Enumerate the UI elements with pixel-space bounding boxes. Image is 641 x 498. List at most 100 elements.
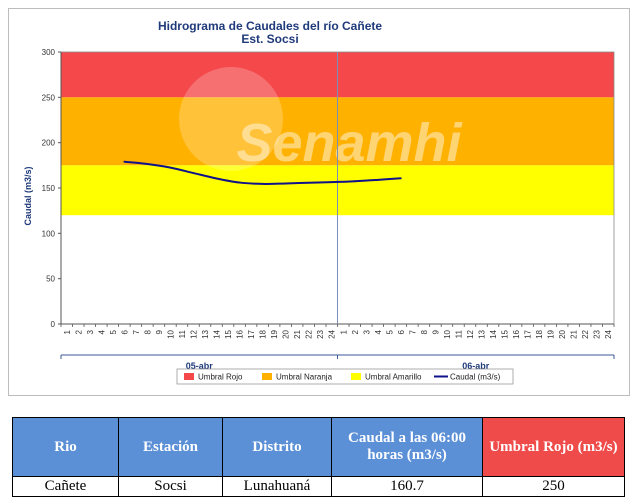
- legend-label: Caudal (m3/s): [450, 373, 501, 382]
- header-rio: Rio: [12, 417, 119, 477]
- legend-label: Umbral Rojo: [198, 373, 243, 382]
- x-tick-label: 16: [512, 329, 521, 338]
- x-tick-label: 1: [63, 329, 72, 334]
- x-tick-label: 22: [581, 329, 590, 338]
- y-tick-label: 100: [42, 229, 56, 238]
- series-point: [123, 160, 126, 163]
- header-umbral-rojo: Umbral Rojo (m3/s): [482, 417, 625, 477]
- senamhi-watermark: Senamhi: [179, 67, 463, 173]
- x-tick-label: 18: [259, 329, 268, 338]
- date-axis: 05-abr 06-abr: [60, 354, 615, 371]
- x-axis-ticks: 1 2 3 4 5 6 7 8 9 10 11 12 13 14 15 16 17 18 19 20 21 22 23 24 1…: [60, 324, 615, 339]
- y-axis-label: Caudal (m3/s): [23, 166, 33, 225]
- legend-swatch: [351, 373, 361, 380]
- x-tick-label: 4: [97, 329, 106, 334]
- legend-swatch: [262, 373, 272, 380]
- x-tick-label: 17: [524, 329, 533, 338]
- x-tick-label: 7: [408, 329, 417, 334]
- x-tick-label: 14: [213, 329, 222, 338]
- chart-subtitle: Est. Socsi: [241, 32, 298, 46]
- watermark-text: Senamhi: [236, 113, 462, 173]
- chart-panel: Hidrograma de Caudales del río Cañete Es…: [8, 8, 630, 396]
- legend-label: Umbral Naranja: [276, 373, 333, 382]
- x-tick-label: 20: [558, 329, 567, 338]
- series-point: [330, 181, 333, 184]
- x-tick-label: 14: [489, 329, 498, 338]
- date-label: 05-abr: [186, 361, 214, 371]
- y-tick-label: 50: [46, 275, 55, 284]
- x-tick-label: 8: [143, 329, 152, 334]
- series-point: [353, 180, 356, 183]
- x-tick-label: 5: [109, 329, 118, 334]
- x-tick-label: 12: [466, 329, 475, 338]
- x-tick-label: 23: [316, 329, 325, 338]
- series-point: [192, 172, 195, 174]
- x-tick-label: 11: [454, 329, 463, 338]
- x-tick-label: 6: [397, 329, 406, 334]
- x-tick-label: 1: [339, 329, 348, 334]
- y-axis-ticks: 0 50 100 150 200 250 300: [42, 48, 61, 329]
- watermark-sun-icon: [179, 67, 283, 171]
- x-tick-label: 13: [478, 329, 487, 338]
- x-tick-label: 18: [535, 329, 544, 338]
- table-header-row: Rio Estación Distrito Caudal a las 06:00…: [12, 417, 625, 477]
- x-tick-label: 16: [236, 329, 245, 338]
- x-tick-label: 13: [201, 329, 210, 338]
- cell-umbral-rojo: 250: [482, 476, 625, 497]
- y-tick-label: 300: [42, 48, 56, 57]
- y-tick-label: 0: [51, 320, 56, 329]
- series-point: [261, 183, 264, 185]
- x-tick-label: 20: [282, 329, 291, 338]
- series-layer: [123, 160, 402, 185]
- hydrograph-chart: Hidrograma de Caudales del río Cañete Es…: [23, 19, 615, 385]
- header-estacion: Estación: [118, 417, 223, 477]
- x-tick-label: 3: [362, 329, 371, 334]
- cell-rio: Cañete: [12, 476, 119, 497]
- station-info-table: Rio Estación Distrito Caudal a las 06:00…: [12, 417, 625, 497]
- x-tick-label: 9: [431, 329, 440, 334]
- header-distrito: Distrito: [222, 417, 332, 477]
- x-tick-label: 2: [351, 329, 360, 334]
- y-tick-label: 250: [42, 93, 56, 102]
- x-tick-label: 2: [74, 329, 83, 334]
- series-point: [284, 182, 287, 185]
- series-point: [399, 177, 402, 180]
- series-point: [238, 181, 241, 184]
- date-label: 06-abr: [462, 361, 490, 371]
- x-tick-label: 15: [501, 329, 510, 338]
- x-tick-label: 19: [547, 329, 556, 338]
- x-tick-label: 12: [189, 329, 198, 338]
- x-tick-label: 17: [247, 329, 256, 338]
- x-tick-label: 11: [178, 329, 187, 338]
- x-tick-label: 15: [224, 329, 233, 338]
- legend-box: [176, 368, 514, 385]
- series-point: [146, 163, 149, 165]
- y-tick-label: 150: [42, 184, 56, 193]
- cell-caudal: 160.7: [331, 476, 483, 497]
- x-tick-label: 21: [570, 329, 579, 338]
- chart-legend: Umbral Rojo Umbral Naranja Umbral Amarillo…: [176, 368, 514, 385]
- x-tick-label: 10: [443, 329, 452, 338]
- chart-title: Hidrograma de Caudales del río Cañete: [158, 19, 382, 33]
- x-tick-label: 4: [374, 329, 383, 334]
- y-tick-label: 200: [42, 139, 56, 148]
- x-tick-label: 3: [86, 329, 95, 334]
- x-tick-label: 19: [270, 329, 279, 338]
- cell-distrito: Lunahuaná: [222, 476, 332, 497]
- x-tick-label: 10: [166, 329, 175, 338]
- series-point: [169, 166, 172, 169]
- x-tick-label: 24: [328, 329, 337, 338]
- legend-label: Umbral Amarillo: [365, 373, 422, 382]
- x-tick-label: 5: [385, 329, 394, 334]
- x-tick-label: 21: [293, 329, 302, 338]
- series-point: [215, 177, 218, 180]
- x-tick-label: 6: [120, 329, 129, 334]
- x-tick-label: 24: [604, 329, 613, 338]
- x-tick-label: 23: [593, 329, 602, 338]
- legend-swatch: [184, 373, 194, 380]
- x-tick-label: 9: [155, 329, 164, 334]
- x-tick-label: 22: [305, 329, 314, 338]
- x-tick-label: 7: [132, 329, 141, 334]
- table-row: Cañete Socsi Lunahuaná 160.7 250: [12, 476, 625, 497]
- cell-estacion: Socsi: [118, 476, 223, 497]
